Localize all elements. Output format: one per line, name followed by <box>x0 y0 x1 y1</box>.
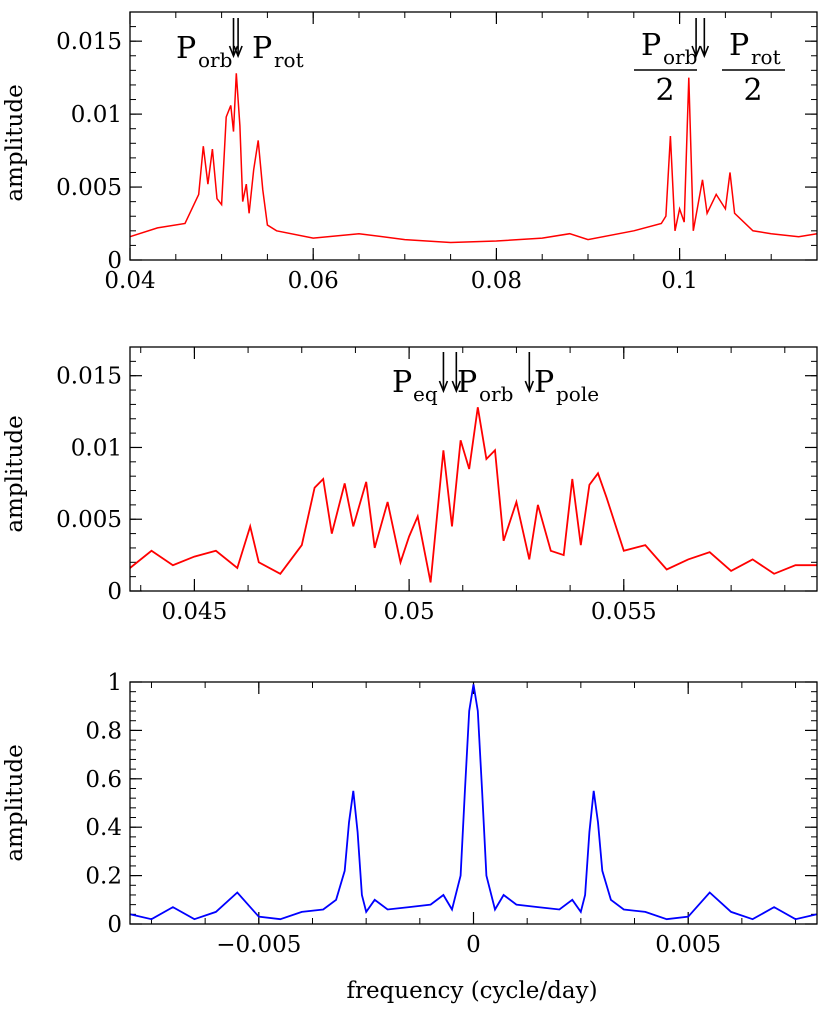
arrow-head <box>438 380 449 394</box>
svg-text:P: P <box>729 28 749 63</box>
annotation-p-rot: P rot <box>252 31 304 72</box>
y-tick-label: 0.01 <box>71 102 122 128</box>
plot-frame <box>129 11 818 261</box>
arrow-markers <box>438 352 535 394</box>
y-tick-labels: 0 0.2 0.4 0.6 0.8 1 <box>85 670 122 938</box>
y-tick-labels: 0 0.005 0.01 0.015 <box>56 364 122 605</box>
y-tick-label: 0.015 <box>56 29 122 55</box>
annotation-p-orb-half: P orb 2 <box>634 28 697 108</box>
x-tick-labels: −0.005 0 0.005 <box>216 932 721 958</box>
svg-text:pole: pole <box>556 382 599 406</box>
y-tick-label: 1 <box>107 670 122 696</box>
tick-marks <box>130 681 817 925</box>
y-tick-labels: 0 0.005 0.01 0.015 <box>56 29 122 274</box>
arrow-markers <box>228 18 710 59</box>
y-tick-label: 0.4 <box>85 815 122 841</box>
y-tick-label: 0.2 <box>85 864 122 890</box>
y-axis-title: amplitude <box>2 744 28 861</box>
panel-top: 0.04 0.06 0.08 0.1 0 0.005 0.01 0.015 amplitud… <box>2 11 818 294</box>
x-tick-label: 0.08 <box>471 268 522 294</box>
y-axis-title: amplitude <box>2 415 28 532</box>
svg-text:P: P <box>392 365 412 400</box>
svg-text:2: 2 <box>743 73 762 108</box>
panel-middle: 0.045 0.05 0.055 0 0.005 0.01 0.015 amplitude… <box>2 346 818 625</box>
y-tick-label: 0.8 <box>85 718 122 744</box>
svg-text:P: P <box>534 365 554 400</box>
x-tick-label: 0.055 <box>591 599 657 625</box>
y-tick-label: 0.01 <box>71 435 122 461</box>
annotation-p-orb: P orb <box>457 365 513 406</box>
y-axis-title: amplitude <box>2 84 28 201</box>
svg-text:P: P <box>457 365 477 400</box>
arrow-head <box>233 45 243 59</box>
svg-text:orb: orb <box>479 382 513 406</box>
y-tick-label: 0 <box>107 912 122 938</box>
svg-text:orb: orb <box>663 45 697 69</box>
svg-text:rot: rot <box>274 48 304 72</box>
series-line <box>129 684 818 921</box>
plot-frame <box>129 681 818 925</box>
x-tick-label: 0.005 <box>655 932 721 958</box>
series-line <box>129 407 817 583</box>
x-axis-title: frequency (cycle/day) <box>346 978 597 1004</box>
x-tick-label: 0 <box>466 932 481 958</box>
svg-text:2: 2 <box>655 73 674 108</box>
annotation-p-pole: P pole <box>534 365 599 406</box>
y-tick-label: 0.005 <box>56 175 122 201</box>
annotation-p-orb: P orb <box>176 31 232 72</box>
x-tick-labels: 0.045 0.05 0.055 <box>161 599 656 625</box>
x-tick-label: −0.005 <box>216 932 301 958</box>
x-tick-labels: 0.04 0.06 0.08 0.1 <box>104 268 697 294</box>
series-line <box>129 73 818 244</box>
svg-text:P: P <box>641 28 661 63</box>
x-tick-label: 0.1 <box>661 268 698 294</box>
annotation-p-rot-half: P rot 2 <box>722 28 785 108</box>
x-tick-label: 0.045 <box>161 599 227 625</box>
x-tick-label: 0.05 <box>383 599 434 625</box>
panel-bottom: −0.005 0 0.005 0 0.2 0.4 0.6 0.8 1 amplitude fr… <box>2 670 818 1004</box>
arrow-head <box>699 45 710 59</box>
y-tick-label: 0 <box>107 579 122 605</box>
svg-text:P: P <box>176 31 196 66</box>
y-tick-label: 0.005 <box>56 507 122 533</box>
y-tick-label: 0.015 <box>56 364 122 390</box>
svg-text:rot: rot <box>751 45 781 69</box>
svg-text:orb: orb <box>198 48 232 72</box>
arrow-head <box>691 45 701 59</box>
tick-marks <box>130 346 817 592</box>
annotation-p-eq: P eq <box>392 365 438 406</box>
svg-text:eq: eq <box>413 382 438 406</box>
plot-frame <box>129 346 818 592</box>
x-tick-label: 0.04 <box>104 268 155 294</box>
y-tick-label: 0.6 <box>85 767 122 793</box>
x-tick-label: 0.06 <box>288 268 339 294</box>
arrow-head <box>451 380 462 394</box>
arrow-head <box>524 380 535 394</box>
svg-text:P: P <box>252 31 272 66</box>
y-tick-label: 0 <box>107 248 122 274</box>
